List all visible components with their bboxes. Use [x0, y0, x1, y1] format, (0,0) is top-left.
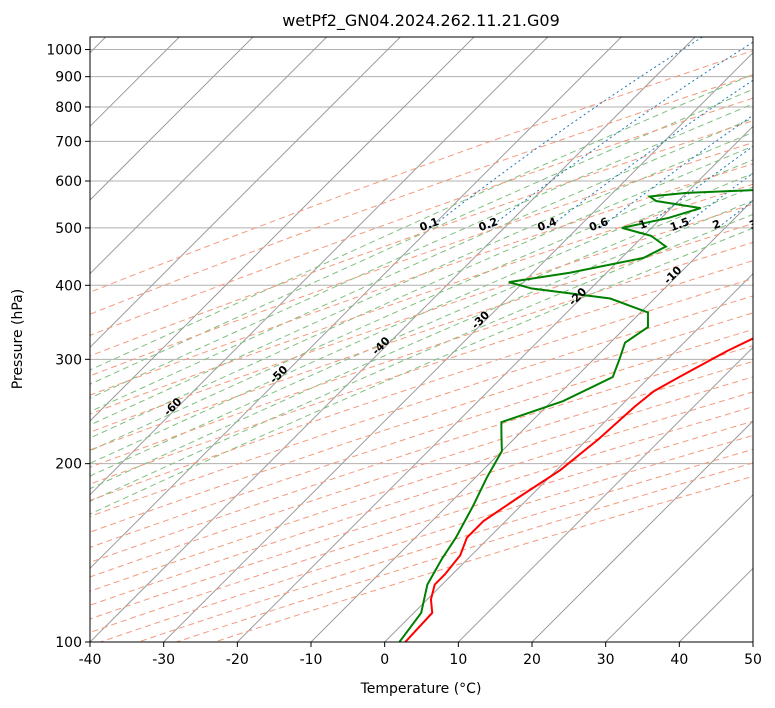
mixing-ratio-label-0.6: 0.6: [587, 215, 610, 234]
x-tick-label-30: 30: [597, 652, 615, 668]
x-tick-label--10: -10: [300, 652, 323, 668]
moist-adiabat-10: [90, 213, 753, 502]
isotherm-line--10: [310, 199, 753, 642]
y-tick-label-600: 600: [55, 174, 82, 190]
chart-title: wetPf2_GN04.2024.262.11.21.G09: [282, 11, 560, 31]
dry-adiabat-40: [90, 203, 753, 433]
dry-adiabat-0: [90, 120, 753, 357]
y-tick-label-100: 100: [55, 635, 82, 651]
dry-adiabat-130: [90, 360, 753, 578]
sounding-series: [398, 189, 753, 642]
mixing-ratio-label-1: 1: [637, 217, 649, 232]
isotherm-line-0: [384, 272, 753, 642]
dry-adiabat-100: [90, 312, 753, 533]
isotherm-line-10: [457, 346, 753, 642]
isotherm-line--60: [90, 37, 549, 496]
mixing-ratio-label-2: 2: [711, 217, 723, 232]
isotherm-line--20: [236, 125, 753, 642]
mixing-ratio-line-1: [489, 41, 753, 229]
dry-adiabat-50: [90, 222, 753, 451]
y-tick-label-200: 200: [55, 457, 82, 473]
x-axis-ticks: -40 -30 -20 -10 0 10 20 30 40 50: [79, 642, 762, 668]
mixing-ratio-line-3: [599, 114, 753, 229]
x-tick-label-10: 10: [449, 652, 467, 668]
x-tick-label--20: -20: [226, 652, 249, 668]
y-tick-label-400: 400: [55, 278, 82, 294]
dry-adiabat-20: [90, 163, 753, 396]
isotherm-grid: [90, 37, 753, 642]
mixing-ratio-lines: [430, 37, 753, 229]
dry-adiabat-10: [90, 142, 753, 377]
series-line-dewpoint: [398, 189, 753, 642]
mixing-ratio-line-2: [547, 79, 753, 229]
dry-adiabat--30: [90, 50, 753, 293]
moist-adiabat-5: [90, 145, 753, 439]
isotherm-line--70: [90, 37, 475, 422]
isotherm-line--100: [90, 37, 254, 201]
x-axis-label: Temperature (°C): [360, 681, 482, 697]
dry-adiabat--20: [90, 74, 753, 315]
x-tick-label-50: 50: [744, 652, 762, 668]
isotherm-line--90: [90, 37, 328, 275]
mixing-ratio-label-3: 3: [748, 217, 760, 232]
dry-adiabat-110: [90, 328, 753, 548]
isotherm-line--80: [90, 37, 401, 349]
isotherm-line-30: [605, 493, 753, 642]
moist-adiabat-2: [90, 103, 753, 399]
dry-adiabat--10: [90, 97, 753, 336]
dry-adiabat-70: [90, 260, 753, 485]
y-axis-label: Pressure (hPa): [10, 289, 26, 389]
x-tick-label--30: -30: [152, 652, 175, 668]
dry-adiabat-150: [90, 391, 753, 606]
moist-adiabat-9: [90, 200, 753, 490]
x-tick-label-0: 0: [380, 652, 389, 668]
y-axis-ticks: 100 200 300 400 500 600 700 800 900 1000: [46, 43, 90, 651]
y-tick-label-300: 300: [55, 352, 82, 368]
x-tick-label-40: 40: [670, 652, 688, 668]
isotherm-line-20: [531, 420, 753, 642]
y-tick-label-700: 700: [55, 134, 82, 150]
moist-adiabat-3: [90, 117, 753, 413]
y-tick-label-500: 500: [55, 221, 82, 237]
moist-adiabat-8: [90, 186, 753, 477]
x-tick-label-20: 20: [523, 652, 541, 668]
mixing-ratio-label-0.1: 0.1: [418, 215, 441, 234]
moist-adiabat-1: [90, 88, 753, 385]
x-tick-label--40: -40: [79, 652, 102, 668]
isotherm-line--50: [90, 37, 622, 570]
y-tick-label-800: 800: [55, 100, 82, 116]
mixing-ratio-label-1.5: 1.5: [668, 215, 691, 234]
moist-adiabat-6: [90, 159, 753, 452]
series-line-temperature: [404, 337, 753, 642]
mixing-ratio-line-4: [643, 145, 753, 229]
moist-adiabat-0: [90, 73, 753, 371]
isotherm-line--30: [163, 51, 753, 642]
y-tick-label-1000: 1000: [46, 43, 82, 59]
mixing-ratio-label-0.4: 0.4: [536, 215, 559, 234]
y-tick-label-900: 900: [55, 70, 82, 86]
moist-adiabat-4: [90, 131, 753, 426]
plot-frame: [89, 36, 754, 643]
mixing-ratio-line-5: [680, 172, 753, 229]
plot-area: -100-90-80-70-60-50-40-30-20-10010203040…: [90, 37, 760, 642]
dry-adiabat-80: [90, 277, 753, 501]
mixing-ratio-line-0: [430, 37, 703, 229]
mixing-ratio-label-0.2: 0.2: [477, 215, 500, 234]
dry-adiabat-lines: [90, 50, 753, 642]
